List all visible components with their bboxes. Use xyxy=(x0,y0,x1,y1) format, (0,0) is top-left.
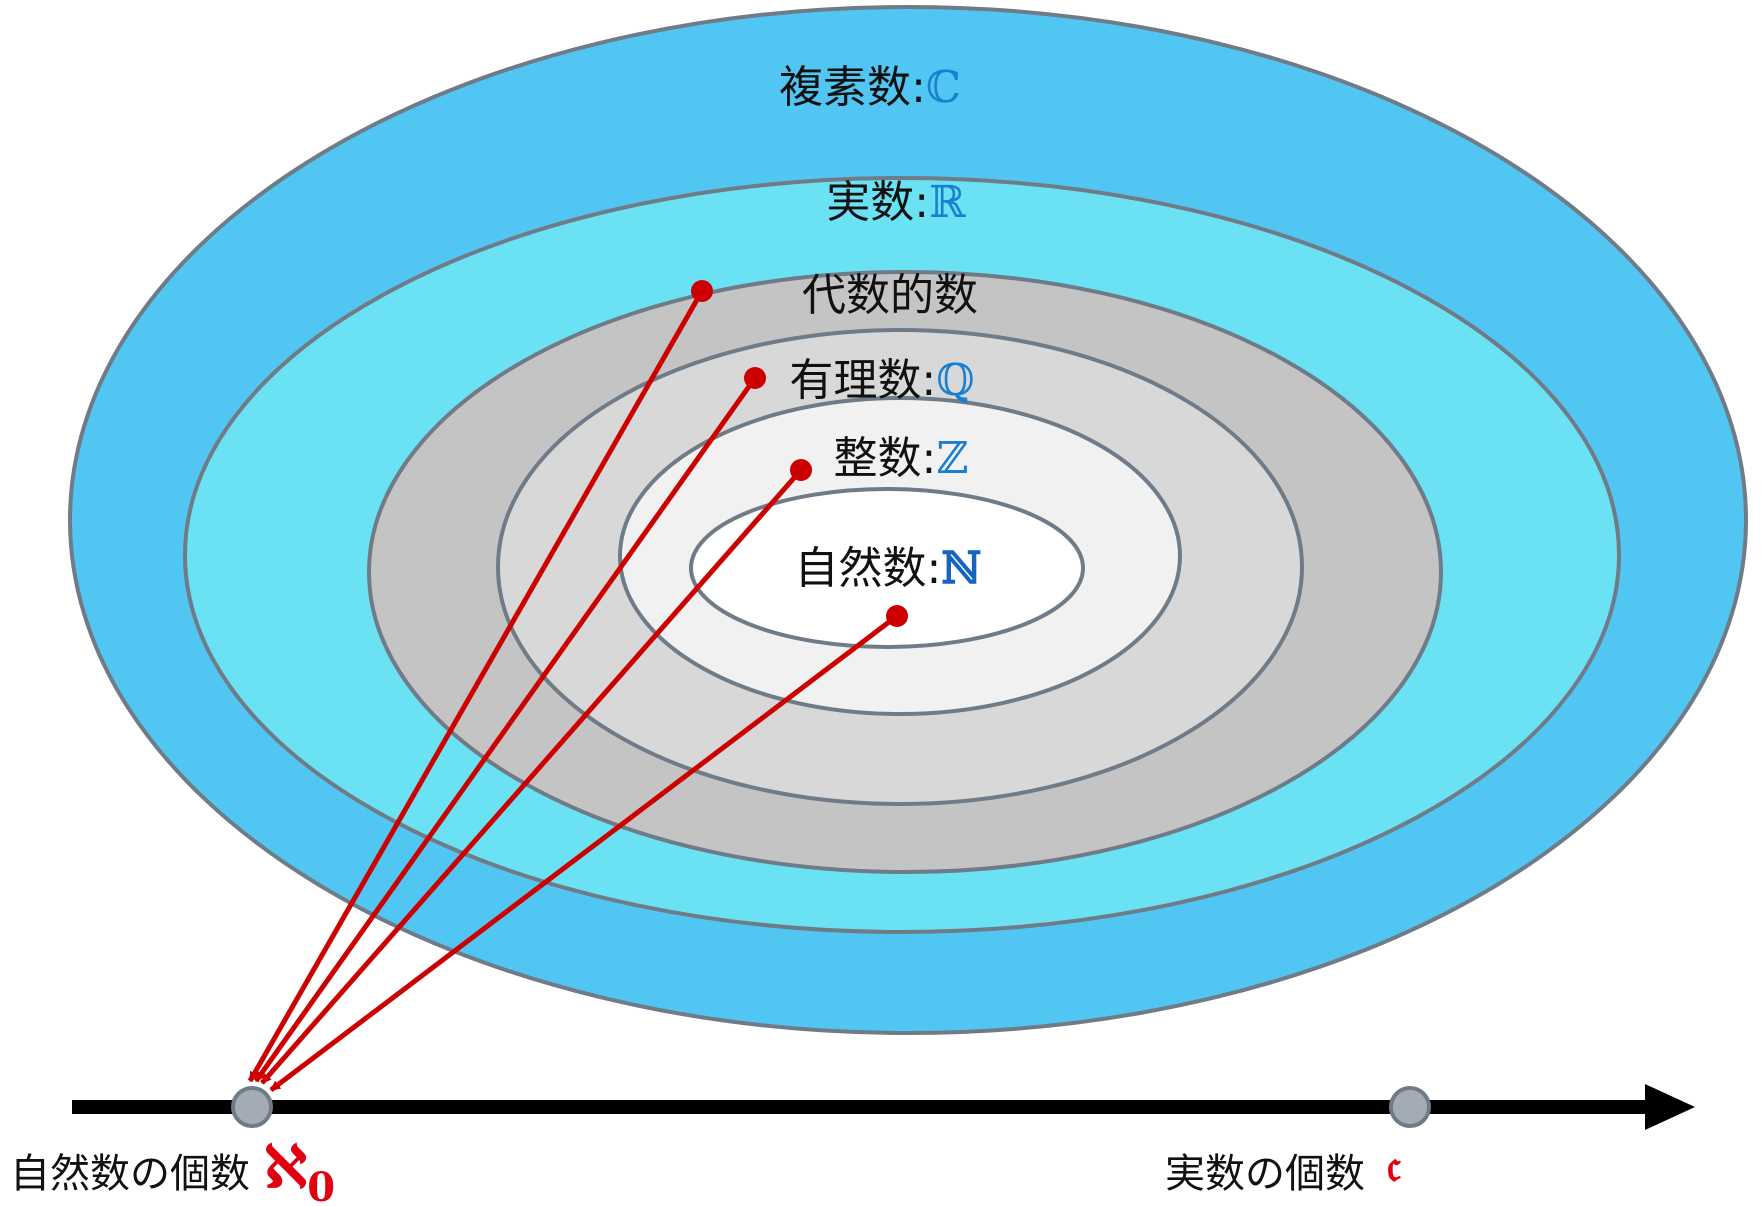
cardinality-axis xyxy=(72,1084,1695,1130)
algebraic-set-label: 代数的数 xyxy=(802,270,978,321)
integer-set-label: 整数:ℤ xyxy=(834,433,969,484)
aleph0-point xyxy=(231,1086,273,1128)
mapping-arrows xyxy=(247,280,908,1092)
natural-set-label: 自然数:ℕ xyxy=(794,543,981,594)
arrow-natural-to-aleph0 xyxy=(269,614,899,1092)
continuum-label: 実数の個数 𝔠 xyxy=(1165,1141,1401,1197)
axis-arrowhead xyxy=(1645,1084,1695,1130)
set-labels: 複素数:ℂ 実数:ℝ 代数的数 有理数:ℚ 整数:ℤ 自然数:ℕ xyxy=(779,62,981,594)
complex-set-label: 複素数:ℂ xyxy=(779,62,961,113)
rational-set-label: 有理数:ℚ xyxy=(789,355,974,406)
arrow-origin-integer xyxy=(790,459,812,481)
axis-labels: 自然数の個数 ℵ0 実数の個数 𝔠 xyxy=(10,1133,1401,1206)
arrow-rational-to-aleph0 xyxy=(253,376,758,1083)
natural-set-ellipse xyxy=(689,487,1085,649)
set-ellipses xyxy=(68,5,1748,1035)
arrow-integer-to-aleph0 xyxy=(260,468,803,1085)
arrow-origin-natural xyxy=(886,605,908,627)
arrow-origin-rational xyxy=(744,367,766,389)
arrow-algebraic-to-aleph0 xyxy=(247,289,705,1083)
axis-points xyxy=(231,1086,1431,1128)
arrow-origin-algebraic xyxy=(691,280,713,302)
continuum-point xyxy=(1389,1086,1431,1128)
aleph0-label: 自然数の個数 ℵ0 xyxy=(10,1133,335,1206)
real-set-label: 実数:ℝ xyxy=(826,177,966,228)
